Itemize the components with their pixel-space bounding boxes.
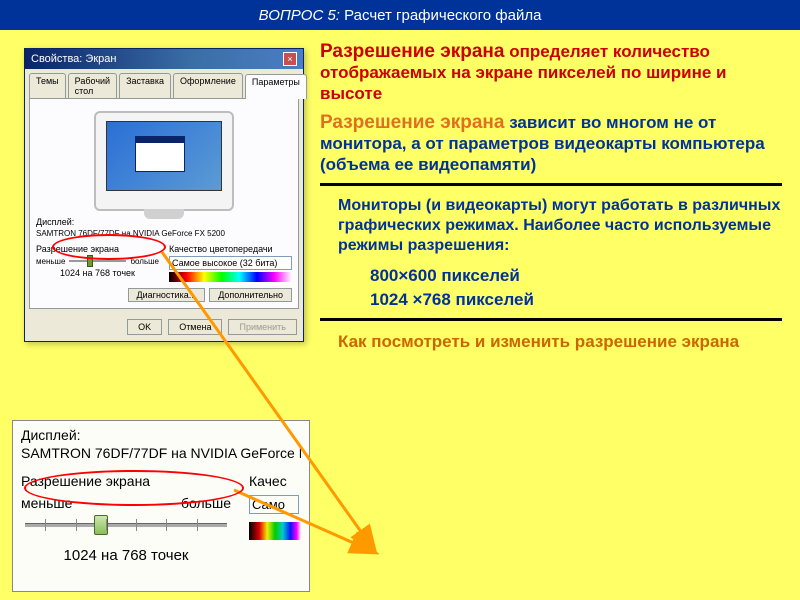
apply-button[interactable]: Применить: [228, 319, 297, 335]
slider-less: меньше: [36, 257, 65, 266]
zoom-less: меньше: [21, 495, 72, 511]
zoom-panel: Дисплей: SAMTRON 76DF/77DF на NVIDIA GeF…: [12, 420, 310, 592]
ok-button[interactable]: OK: [127, 319, 162, 335]
resolution-group-title: Разрешение экрана: [36, 244, 159, 254]
zoom-resolution-text: 1024 на 768 точек: [21, 547, 231, 564]
quality-group-title: Качество цветопередачи: [169, 244, 292, 254]
resolution-item: 800×600 пикселей: [370, 266, 782, 286]
dialog-tab[interactable]: Заставка: [119, 73, 171, 98]
zoom-more: больше: [181, 495, 231, 511]
resolution-list: 800×600 пикселей 1024 ×768 пикселей: [320, 266, 782, 310]
paragraph-1: Разрешение экрана определяет количество …: [320, 40, 782, 105]
term-2: Разрешение экрана: [320, 112, 504, 133]
zoom-quality-select[interactable]: Само: [249, 495, 299, 514]
cancel-button[interactable]: Отмена: [168, 319, 222, 335]
divider-2: [320, 318, 782, 321]
slide-header: ВОПРОС 5: Расчет графического файла: [0, 0, 800, 30]
paragraph-2: Разрешение экрана зависит во многом не о…: [320, 111, 782, 176]
dialog-tab[interactable]: Темы: [29, 73, 66, 98]
zoom-rainbow: [249, 522, 301, 540]
dialog-title: Свойства: Экран: [31, 53, 116, 65]
header-title: Расчет графического файла: [340, 7, 541, 24]
display-properties-dialog: Свойства: Экран × ТемыРабочий столЗастав…: [24, 48, 304, 342]
resolution-item: 1024 ×768 пикселей: [370, 290, 782, 310]
final-question: Как посмотреть и изменить разрешение экр…: [320, 331, 782, 352]
color-rainbow: [169, 272, 292, 282]
quality-group: Качество цветопередачи Самое высокое (32…: [169, 244, 292, 282]
dialog-body: Дисплей: SAMTRON 76DF/77DF на NVIDIA GeF…: [29, 98, 299, 309]
resolution-text: 1024 на 768 точек: [36, 268, 159, 278]
display-value: SAMTRON 76DF/77DF на NVIDIA GeForce FX 5…: [36, 229, 292, 238]
quality-select[interactable]: Самое высокое (32 бита): [169, 256, 292, 270]
right-column: Разрешение экрана определяет количество …: [310, 30, 800, 600]
slide-body: Свойства: Экран × ТемыРабочий столЗастав…: [0, 30, 800, 600]
divider-1: [320, 183, 782, 186]
zoom-quality-title: Качес: [249, 473, 301, 489]
dialog-tab[interactable]: Рабочий стол: [68, 73, 117, 98]
zoom-display-value: SAMTRON 76DF/77DF на NVIDIA GeForce F: [21, 445, 301, 461]
header-prefix: ВОПРОС 5:: [259, 7, 340, 24]
dialog-titlebar: Свойства: Экран ×: [25, 49, 303, 69]
dialog-tabs: ТемыРабочий столЗаставкаОформлениеПараме…: [25, 69, 303, 98]
zoom-slider[interactable]: [25, 513, 227, 537]
close-icon[interactable]: ×: [283, 52, 297, 66]
zoom-resolution-title: Разрешение экрана: [21, 473, 231, 489]
slider-more: больше: [130, 257, 159, 266]
resolution-slider[interactable]: [69, 256, 126, 266]
monitor-preview: [94, 111, 234, 211]
term-1: Разрешение экрана: [320, 41, 504, 62]
paragraph-3: Мониторы (и видеокарты) могут работать в…: [320, 196, 782, 256]
dialog-tab[interactable]: Оформление: [173, 73, 243, 98]
resolution-group: Разрешение экрана меньше больше 1024 на …: [36, 244, 159, 282]
zoom-display-label: Дисплей:: [21, 427, 301, 443]
diagnostics-button[interactable]: Диагностика...: [128, 288, 206, 302]
advanced-button[interactable]: Дополнительно: [209, 288, 292, 302]
dialog-tab[interactable]: Параметры: [245, 74, 307, 99]
